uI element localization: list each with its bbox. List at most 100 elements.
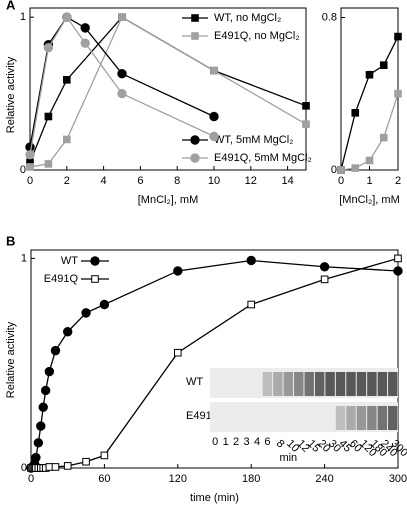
- marker: [173, 266, 183, 276]
- gel-lane-label: 1: [223, 436, 229, 448]
- legend-entry: WT, 5mM MgCl₂: [182, 134, 293, 146]
- marker: [44, 366, 55, 377]
- legend-label: E491Q, no MgCl₂: [214, 30, 300, 42]
- x-tick-label: 120: [169, 473, 187, 485]
- legend-label: WT, no MgCl₂: [214, 12, 281, 24]
- gel-lane-label: 6: [264, 436, 270, 448]
- marker: [174, 348, 182, 357]
- gel-band: [314, 372, 325, 396]
- gel-band: [283, 372, 294, 396]
- legend-entry: WT: [61, 255, 109, 267]
- gel-band: [262, 372, 273, 396]
- marker: [351, 164, 360, 172]
- marker: [337, 166, 345, 174]
- marker: [351, 109, 360, 117]
- marker: [191, 32, 199, 40]
- marker: [63, 135, 71, 144]
- marker: [51, 463, 60, 471]
- gel-band: [346, 372, 356, 396]
- gel-band: [335, 406, 346, 430]
- x-tick-label: 4: [101, 175, 107, 187]
- marker: [63, 76, 71, 84]
- marker: [81, 308, 91, 318]
- x-tick-label: 6: [137, 175, 143, 187]
- marker: [394, 254, 402, 263]
- marker: [393, 266, 403, 276]
- gel-band: [388, 406, 398, 430]
- gel-band: [388, 372, 398, 396]
- marker: [25, 142, 35, 152]
- plot-frame: [29, 7, 307, 171]
- marker: [190, 135, 200, 145]
- gel-unit-label: min: [279, 452, 297, 464]
- legend-entry: WT, no MgCl₂: [182, 12, 281, 24]
- gel-band: [356, 406, 367, 430]
- marker: [90, 256, 100, 266]
- gel-background: [210, 368, 398, 398]
- x-tick-label: 0: [338, 175, 344, 187]
- gel-band: [335, 372, 346, 396]
- marker: [247, 300, 255, 309]
- marker: [44, 112, 53, 121]
- marker: [365, 70, 374, 79]
- marker: [320, 275, 329, 284]
- gel-band: [325, 372, 335, 396]
- y-tick-label: 0: [21, 462, 27, 474]
- gel-lane-label: 8: [274, 438, 287, 451]
- marker: [209, 111, 219, 122]
- gel-lane-label: 3: [243, 436, 249, 448]
- series-line: [29, 16, 215, 148]
- marker: [80, 38, 90, 48]
- marker: [117, 69, 127, 79]
- x-tick-label: 180: [242, 473, 260, 485]
- series-line: [29, 15, 215, 155]
- marker: [99, 299, 110, 310]
- marker: [40, 385, 51, 396]
- marker: [38, 402, 48, 412]
- gel-band: [367, 372, 377, 396]
- marker: [246, 255, 256, 266]
- marker: [191, 14, 199, 22]
- marker: [118, 13, 126, 21]
- marker: [26, 163, 34, 171]
- marker: [25, 150, 35, 160]
- marker: [63, 462, 72, 470]
- x-tick-label: 2: [64, 175, 70, 187]
- marker: [31, 452, 41, 463]
- gel-row-label: WT: [186, 376, 203, 388]
- plot-frame: [340, 7, 399, 171]
- legend-label: E491Q, 5mM MgCl₂: [214, 152, 312, 164]
- series-line: [29, 16, 307, 163]
- x-tick-label: 10: [208, 175, 220, 187]
- gel-background: [210, 402, 398, 432]
- x-tick-label: 1: [366, 175, 372, 187]
- gel-band: [294, 372, 304, 396]
- marker: [44, 160, 53, 168]
- marker: [45, 463, 54, 471]
- marker: [50, 345, 61, 356]
- legend-entry: E491Q, no MgCl₂: [182, 30, 300, 42]
- marker: [82, 457, 90, 466]
- panel-label: A: [6, 0, 16, 12]
- gel-band: [273, 372, 283, 396]
- gel-band: [356, 372, 367, 396]
- x-tick-label: 0: [27, 175, 33, 187]
- gel-lane-label: 2: [233, 436, 239, 448]
- legend-entry: E491Q, 5mM MgCl₂: [182, 152, 312, 164]
- panel-label: B: [6, 233, 15, 248]
- marker: [379, 61, 388, 69]
- marker: [62, 12, 72, 22]
- x-tick-label: 300: [389, 473, 407, 485]
- gel-band: [377, 372, 388, 396]
- gel-band: [304, 372, 314, 396]
- marker: [100, 451, 109, 460]
- x-tick-label: 8: [174, 175, 180, 187]
- marker: [43, 43, 54, 53]
- gel-band: [377, 406, 388, 430]
- marker: [319, 262, 330, 272]
- x-axis-label: time (min): [190, 492, 239, 504]
- y-tick-label: 0: [331, 164, 337, 176]
- x-tick-label: 2: [395, 175, 401, 187]
- legend-label: WT: [61, 255, 78, 267]
